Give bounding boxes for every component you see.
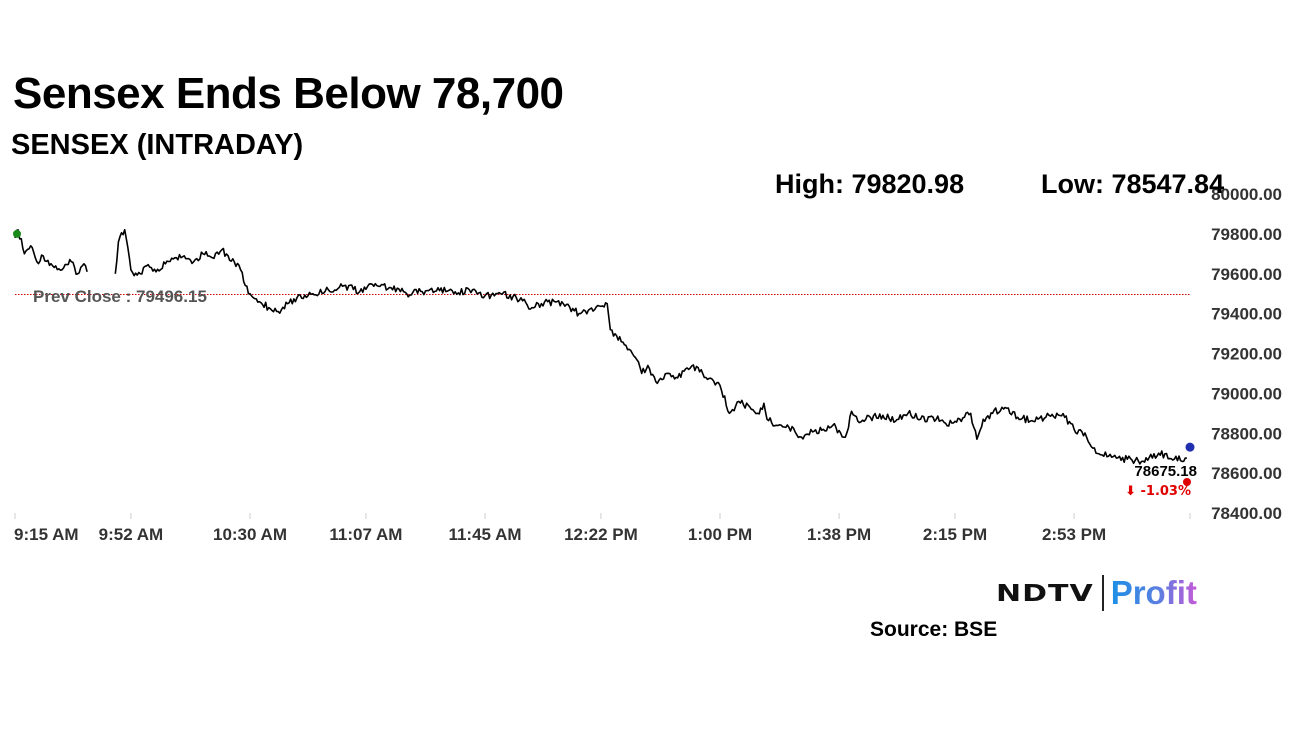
x-tick-label: 9:52 AM (99, 525, 164, 544)
y-tick-label: 79000.00 (1211, 384, 1282, 403)
open-point-marker (13, 229, 21, 238)
change-marker (1183, 478, 1191, 486)
source-note: Source: BSE (870, 618, 998, 641)
x-tick-label: 11:45 AM (448, 525, 521, 544)
logo-ndtv-text: NDTV (996, 579, 1094, 607)
x-tick-label: 1:00 PM (688, 525, 752, 544)
prev-close-label: Prev Close : 79496.15 (33, 287, 207, 306)
series-group (14, 228, 1187, 465)
x-tick-label: 9:15 AM (14, 525, 79, 544)
y-tick-label: 78400.00 (1211, 504, 1282, 523)
y-tick-label: 79800.00 (1211, 225, 1282, 244)
y-axis: 80000.00 79800.00 79600.00 79400.00 79200.00… (1211, 185, 1282, 523)
low-value: Low: 78547.84 (1041, 169, 1225, 199)
chart-title: Sensex Ends Below 78,700 (13, 69, 564, 118)
logo-divider (1101, 575, 1104, 611)
markers-group (13, 229, 1195, 486)
last-value-label: 78675.18 (1134, 463, 1197, 480)
y-tick-label: 79200.00 (1211, 345, 1282, 364)
x-tick-label: 1:38 PM (807, 525, 871, 544)
y-tick-label: 78600.00 (1211, 464, 1282, 483)
x-tick-label: 10:30 AM (213, 525, 287, 544)
x-tick-label: 2:53 PM (1042, 525, 1106, 544)
x-tick-label: 11:07 AM (329, 525, 402, 544)
y-tick-label: 80000.00 (1211, 185, 1282, 204)
x-tick-label: 2:15 PM (923, 525, 987, 544)
y-tick-label: 79600.00 (1211, 265, 1282, 284)
y-tick-label: 78800.00 (1211, 424, 1282, 443)
y-tick-label: 79400.00 (1211, 305, 1282, 324)
series-line (14, 229, 88, 275)
high-value: High: 79820.98 (775, 169, 965, 199)
x-tick-label: 12:22 PM (564, 525, 638, 544)
close-point-marker (1185, 442, 1195, 452)
ndtv-profit-logo: NDTV Profit (996, 573, 1197, 613)
chart-subtitle: SENSEX (INTRADAY) (11, 129, 304, 161)
x-axis: 9:15 AM 9:52 AM 10:30 AM 11:07 AM 11:45 AM 12… (14, 513, 1191, 544)
logo-profit-text: Profit (1110, 574, 1197, 611)
change-label: ⬇ -1.03% (1125, 484, 1191, 499)
series-line (114, 228, 1187, 465)
